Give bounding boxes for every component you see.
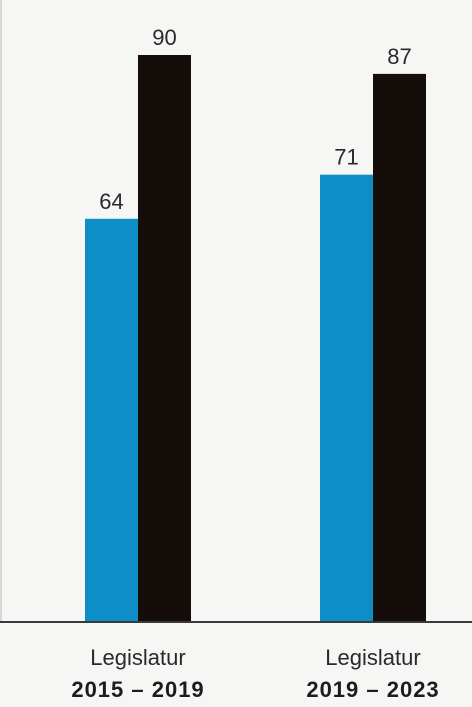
value-label-series2-cat2: 87 bbox=[387, 44, 411, 69]
value-labels-layer: 64 71 90 87 bbox=[99, 25, 411, 214]
category-label-2-line1: Legislatur bbox=[325, 645, 420, 670]
value-label-series1-cat2: 71 bbox=[334, 145, 358, 170]
bars-layer bbox=[85, 55, 426, 623]
category-label-1-line2: 2015 – 2019 bbox=[71, 677, 204, 702]
bar-series1-cat1 bbox=[85, 218, 138, 623]
category-label-2-line2: 2019 – 2023 bbox=[306, 677, 439, 702]
category-labels-layer: Legislatur 2015 – 2019 Legislatur 2019 – 20… bbox=[71, 645, 439, 702]
bar-series1-cat2 bbox=[320, 174, 373, 622]
value-label-series1-cat1: 64 bbox=[99, 189, 123, 214]
bar-series2-cat2 bbox=[373, 73, 426, 622]
category-label-1-line1: Legislatur bbox=[90, 645, 185, 670]
bar-series2-cat1 bbox=[138, 55, 191, 622]
value-label-series2-cat1: 90 bbox=[152, 25, 176, 50]
